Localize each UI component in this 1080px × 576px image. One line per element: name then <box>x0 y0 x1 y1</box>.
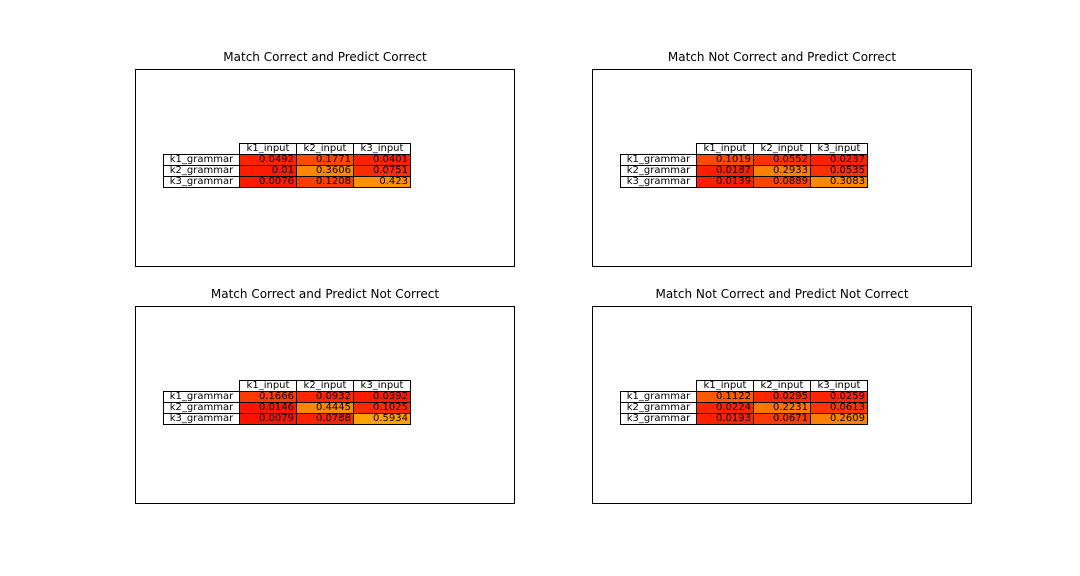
column-header: k1_input <box>239 380 297 392</box>
table-cell: 0.1025 <box>353 402 411 414</box>
table-corner <box>164 381 240 392</box>
row-header: k2_grammar <box>620 402 697 414</box>
table-header-row: k1_input k2_input k3_input <box>164 143 411 155</box>
row-header: k1_grammar <box>620 391 697 403</box>
table-corner <box>164 144 240 155</box>
table-cell: 0.0671 <box>753 413 811 425</box>
table-cell: 0.0139 <box>696 176 754 188</box>
table-cell: 0.0401 <box>353 154 411 166</box>
row-header: k1_grammar <box>620 154 697 166</box>
table-header-row: k1_input k2_input k3_input <box>164 380 411 392</box>
subplot-panel: Match Not Correct and Predict Not Correc… <box>592 287 972 504</box>
table-cell: 0.2609 <box>810 413 868 425</box>
column-header: k2_input <box>753 143 811 155</box>
table-cell: 0.01 <box>239 165 297 177</box>
table-cell: 0.0187 <box>696 165 754 177</box>
column-header: k2_input <box>753 380 811 392</box>
table-cell: 0.0295 <box>753 391 811 403</box>
table-cell: 0.0079 <box>239 413 297 425</box>
row-header: k1_grammar <box>163 154 240 166</box>
table-row: k2_grammar 0.0187 0.2933 0.0535 <box>620 165 868 177</box>
table-cell: 0.0076 <box>239 176 297 188</box>
data-table: k1_input k2_input k3_input k1_grammar 0.0492… <box>163 143 411 188</box>
table-cell: 0.0224 <box>696 402 754 414</box>
table-row: k3_grammar 0.0079 0.0788 0.5934 <box>163 413 411 425</box>
table-row: k3_grammar 0.0076 0.1208 0.423 <box>163 176 411 188</box>
table-row: k2_grammar 0.01 0.3606 0.0751 <box>163 165 411 177</box>
row-header: k3_grammar <box>620 176 697 188</box>
table-row: k1_grammar 0.1666 0.0932 0.0392 <box>163 391 411 403</box>
subplot-panel: Match Correct and Predict Correct k1_inp… <box>135 50 515 267</box>
table-row: k3_grammar 0.0193 0.0671 0.2609 <box>620 413 868 425</box>
table-cell: 0.1666 <box>239 391 297 403</box>
data-table: k1_input k2_input k3_input k1_grammar 0.1122… <box>620 380 868 425</box>
table-cell: 0.0259 <box>810 391 868 403</box>
row-header: k3_grammar <box>163 176 240 188</box>
table-cell: 0.0932 <box>296 391 354 403</box>
row-header: k3_grammar <box>620 413 697 425</box>
table-cell: 0.0613 <box>810 402 868 414</box>
table-row: k2_grammar 0.0146 0.4445 0.1025 <box>163 402 411 414</box>
row-header: k1_grammar <box>163 391 240 403</box>
table-cell: 0.2933 <box>753 165 811 177</box>
table-cell: 0.2231 <box>753 402 811 414</box>
subplot-panel: Match Correct and Predict Not Correct k1… <box>135 287 515 504</box>
data-table: k1_input k2_input k3_input k1_grammar 0.1666… <box>163 380 411 425</box>
table-header-row: k1_input k2_input k3_input <box>621 380 868 392</box>
table-cell: 0.3083 <box>810 176 868 188</box>
table-row: k1_grammar 0.0492 0.1771 0.0401 <box>163 154 411 166</box>
table-cell: 0.5934 <box>353 413 411 425</box>
column-header: k3_input <box>810 143 868 155</box>
table-cell: 0.423 <box>353 176 411 188</box>
table-cell: 0.0237 <box>810 154 868 166</box>
table-cell: 0.1208 <box>296 176 354 188</box>
table-cell: 0.1122 <box>696 391 754 403</box>
subplot-title: Match Correct and Predict Correct <box>223 50 427 64</box>
column-header: k2_input <box>296 143 354 155</box>
subplot-panel: Match Not Correct and Predict Correct k1… <box>592 50 972 267</box>
table-cell: 0.0392 <box>353 391 411 403</box>
table-corner <box>621 381 697 392</box>
column-header: k1_input <box>696 143 754 155</box>
table-cell: 0.0193 <box>696 413 754 425</box>
table-cell: 0.1019 <box>696 154 754 166</box>
subplot-title: Match Not Correct and Predict Correct <box>667 50 897 64</box>
table-cell: 0.4445 <box>296 402 354 414</box>
table-row: k3_grammar 0.0139 0.0889 0.3083 <box>620 176 868 188</box>
column-header: k1_input <box>696 380 754 392</box>
table-corner <box>621 144 697 155</box>
table-cell: 0.3606 <box>296 165 354 177</box>
table-row: k1_grammar 0.1019 0.0552 0.0237 <box>620 154 868 166</box>
column-header: k1_input <box>239 143 297 155</box>
row-header: k2_grammar <box>163 165 240 177</box>
table-cell: 0.0552 <box>753 154 811 166</box>
column-header: k3_input <box>353 143 411 155</box>
column-header: k3_input <box>810 380 868 392</box>
row-header: k2_grammar <box>620 165 697 177</box>
subplot-title: Match Not Correct and Predict Not Correc… <box>655 287 909 301</box>
column-header: k2_input <box>296 380 354 392</box>
table-cell: 0.0146 <box>239 402 297 414</box>
table-cell: 0.0535 <box>810 165 868 177</box>
table-cell: 0.0889 <box>753 176 811 188</box>
table-cell: 0.0788 <box>296 413 354 425</box>
subplot-title: Match Correct and Predict Not Correct <box>210 287 440 301</box>
table-row: k1_grammar 0.1122 0.0295 0.0259 <box>620 391 868 403</box>
table-cell: 0.0751 <box>353 165 411 177</box>
column-header: k3_input <box>353 380 411 392</box>
table-header-row: k1_input k2_input k3_input <box>621 143 868 155</box>
row-header: k2_grammar <box>163 402 240 414</box>
data-table: k1_input k2_input k3_input k1_grammar 0.1019… <box>620 143 868 188</box>
table-cell: 0.1771 <box>296 154 354 166</box>
table-cell: 0.0492 <box>239 154 297 166</box>
row-header: k3_grammar <box>163 413 240 425</box>
table-row: k2_grammar 0.0224 0.2231 0.0613 <box>620 402 868 414</box>
